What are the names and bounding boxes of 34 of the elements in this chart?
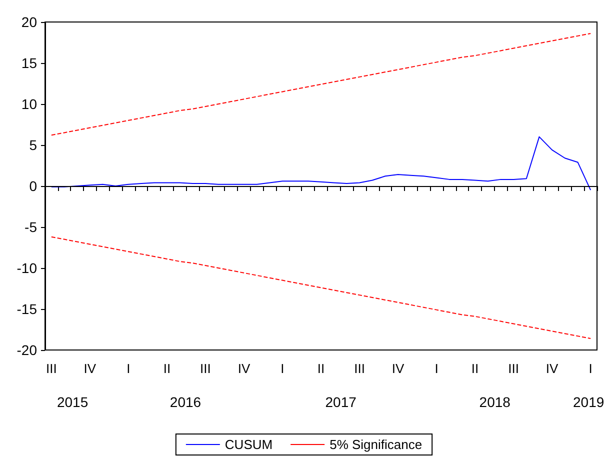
x-tick-label: III bbox=[508, 361, 519, 376]
text: 2017 bbox=[325, 394, 357, 410]
x-tick-label: I bbox=[434, 361, 438, 376]
x-tick-label: II bbox=[163, 361, 171, 376]
y-tick-label: -5 bbox=[24, 219, 38, 235]
x-tick-label: III bbox=[354, 361, 365, 376]
line-series bbox=[50, 136, 592, 191]
x-tick-label: III bbox=[46, 361, 57, 376]
x-tick-label: II bbox=[317, 361, 325, 376]
text: 2019 bbox=[573, 394, 604, 410]
legend-label: CUSUM bbox=[224, 437, 273, 452]
x-tick-label: IV bbox=[238, 361, 250, 376]
text: 2018 bbox=[479, 394, 511, 410]
x-tick-label: IV bbox=[84, 361, 96, 376]
y-tick-label: 10 bbox=[21, 96, 38, 112]
text: 2016 bbox=[170, 394, 202, 410]
legend-label: 5% Significance bbox=[330, 437, 422, 452]
x-tick-label: IV bbox=[546, 361, 559, 376]
x-tick-label: I bbox=[280, 361, 284, 376]
y-tick-label: 0 bbox=[29, 178, 38, 194]
x-tick-label: IV bbox=[392, 361, 404, 376]
text: 2015 bbox=[56, 394, 88, 410]
y-tick-label: 20 bbox=[21, 14, 38, 30]
x-tick-label: II bbox=[471, 361, 479, 376]
y-tick-label: -20 bbox=[16, 342, 38, 358]
line-series bbox=[50, 32, 592, 136]
x-tick-label: I bbox=[588, 361, 592, 376]
x-tick-label: III bbox=[200, 361, 211, 376]
y-tick-label: -15 bbox=[16, 301, 38, 317]
line-series bbox=[50, 236, 592, 340]
y-tick-label: 15 bbox=[21, 55, 38, 71]
y-tick-label: -10 bbox=[16, 260, 38, 276]
x-tick-label: I bbox=[126, 361, 130, 376]
y-tick-label: 5 bbox=[29, 137, 38, 153]
